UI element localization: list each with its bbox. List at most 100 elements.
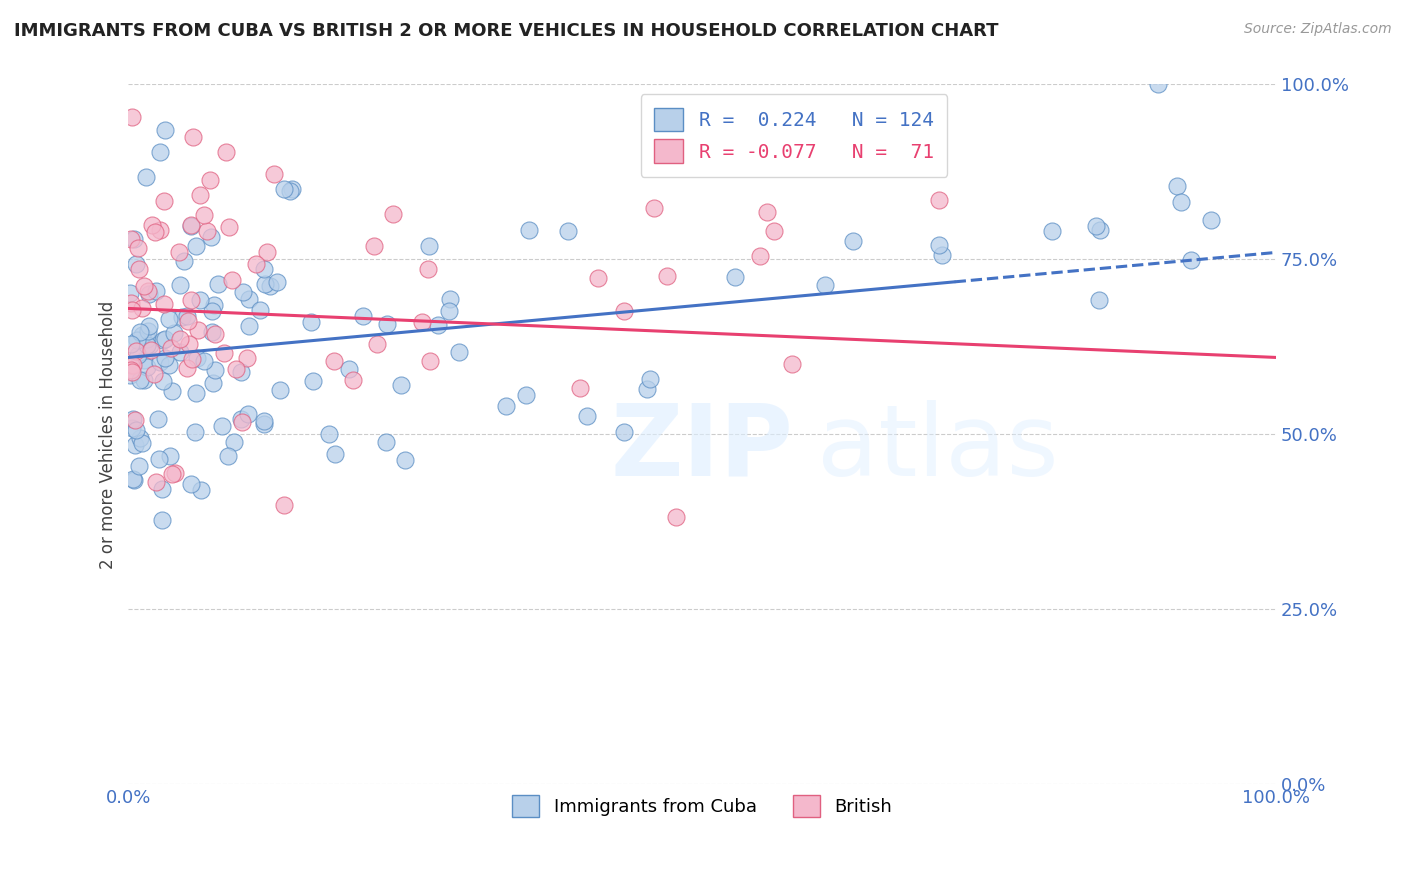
Point (152, 333, 174, 347)
Point (232, 285, 254, 299)
Point (515, 387, 537, 401)
Point (207, 277, 229, 292)
Point (249, 303, 271, 318)
Point (281, 181, 304, 195)
Point (127, 348, 149, 362)
Point (253, 261, 276, 276)
Point (146, 412, 169, 426)
Point (202, 298, 225, 312)
Point (120, 296, 142, 310)
Point (253, 417, 276, 432)
Point (173, 254, 195, 268)
Point (613, 304, 636, 318)
Point (193, 354, 215, 368)
Point (201, 376, 224, 391)
Point (124, 344, 146, 359)
Point (201, 303, 224, 318)
Point (163, 326, 186, 341)
Point (120, 368, 142, 383)
Point (141, 218, 163, 232)
Point (128, 326, 150, 340)
Point (121, 472, 143, 486)
Point (169, 278, 191, 293)
Point (814, 278, 837, 293)
Point (120, 362, 142, 376)
Point (416, 261, 439, 276)
Point (131, 301, 153, 315)
Point (120, 232, 142, 246)
Point (138, 286, 160, 301)
Point (842, 234, 865, 248)
Point (120, 358, 142, 372)
Point (238, 408, 260, 422)
Text: atlas: atlas (817, 400, 1059, 497)
Point (188, 188, 211, 202)
Point (157, 311, 180, 326)
Point (149, 355, 172, 369)
Point (121, 420, 143, 434)
Point (187, 323, 209, 337)
Point (149, 223, 172, 237)
Point (613, 425, 636, 440)
Point (665, 510, 688, 524)
Point (184, 425, 207, 440)
Point (323, 354, 346, 368)
Point (190, 483, 212, 498)
Point (204, 327, 226, 342)
Point (235, 351, 257, 365)
Point (517, 223, 540, 237)
Point (299, 315, 322, 329)
Point (145, 475, 167, 490)
Point (238, 319, 260, 334)
Point (139, 338, 162, 352)
Point (931, 248, 953, 262)
Point (121, 412, 143, 426)
Point (186, 386, 208, 401)
Point (419, 354, 441, 368)
Point (231, 416, 253, 430)
Point (238, 292, 260, 306)
Point (636, 382, 658, 396)
Point (1201, 212, 1223, 227)
Point (495, 400, 517, 414)
Y-axis label: 2 or more Vehicles in Household: 2 or more Vehicles in Household (100, 301, 117, 568)
Point (128, 262, 150, 277)
Point (129, 373, 152, 387)
Point (180, 218, 202, 232)
Point (138, 324, 160, 338)
Point (928, 194, 950, 208)
Point (217, 450, 239, 464)
Point (121, 359, 143, 373)
Point (121, 110, 143, 124)
Point (120, 337, 142, 351)
Point (153, 332, 176, 346)
Point (763, 224, 786, 238)
Point (177, 314, 200, 328)
Point (184, 239, 207, 253)
Point (447, 344, 470, 359)
Point (128, 458, 150, 473)
Point (254, 277, 277, 291)
Point (302, 374, 325, 388)
Point (169, 345, 191, 359)
Point (269, 384, 291, 398)
Point (153, 123, 176, 137)
Point (198, 173, 221, 187)
Point (394, 452, 416, 467)
Point (439, 292, 461, 306)
Point (748, 249, 770, 263)
Point (253, 414, 276, 428)
Point (179, 336, 201, 351)
Point (318, 426, 340, 441)
Point (135, 169, 157, 184)
Point (212, 345, 235, 359)
Point (273, 499, 295, 513)
Point (391, 377, 413, 392)
Point (122, 474, 145, 488)
Point (1170, 195, 1192, 210)
Point (163, 467, 186, 481)
Point (121, 366, 143, 380)
Point (363, 239, 385, 253)
Point (167, 244, 190, 259)
Point (375, 317, 398, 331)
